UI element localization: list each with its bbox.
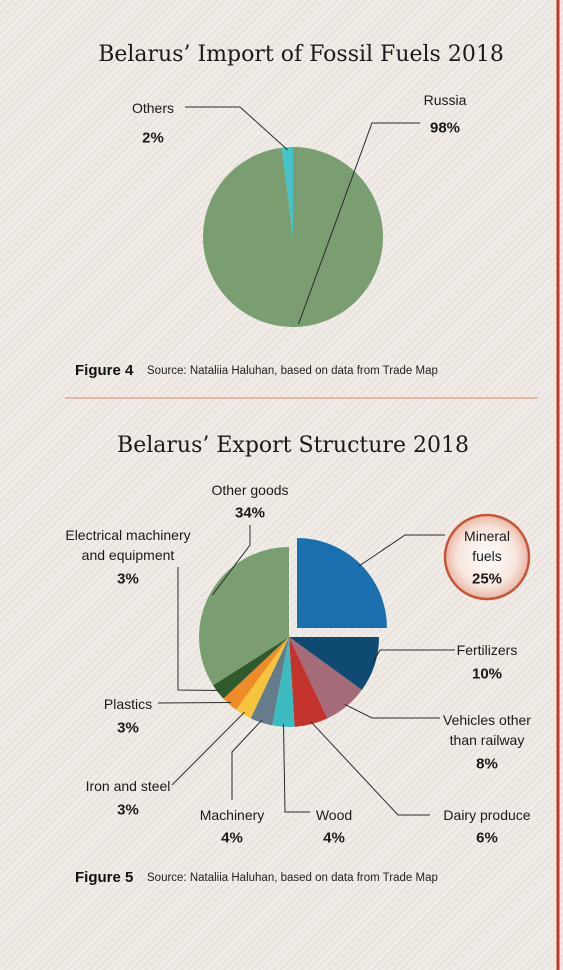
pie-slice [272, 637, 295, 727]
slice-label: Machinery [199, 807, 265, 823]
leader-line [177, 567, 221, 692]
pie-slice [289, 637, 328, 727]
pie-slice [289, 637, 379, 690]
value-label: 2% [142, 129, 164, 147]
value-label: 3% [117, 719, 139, 737]
value-label: 98% [429, 119, 461, 137]
leader-line [310, 721, 430, 816]
figure-label: Figure 5 [75, 869, 133, 886]
chart-title: Belarus’ Export Structure 2018 [117, 433, 469, 458]
leader-line [283, 724, 310, 813]
pie-slice [297, 538, 387, 628]
pie-slice [289, 637, 362, 719]
slice-label: Others [131, 100, 174, 116]
figure-source: Source: Nataliia Haluhan, based on data … [147, 365, 438, 377]
leader-line [212, 525, 251, 596]
leader-line [371, 649, 455, 665]
highlight-circle [443, 513, 531, 601]
pie-slice [223, 637, 289, 710]
slice-label: Other goods [211, 482, 289, 498]
value-label: 6% [476, 829, 498, 847]
pie-slice [250, 637, 289, 726]
leader-line [344, 703, 440, 719]
value-label: 3% [117, 801, 139, 819]
value-label: 34% [234, 504, 266, 522]
leader-line [298, 122, 420, 325]
leader-line [231, 719, 263, 800]
value-label: 3% [117, 570, 139, 588]
leader-line [157, 701, 232, 704]
value-label: 8% [476, 755, 498, 773]
value-label: 4% [323, 829, 345, 847]
figure-label: Figure 4 [75, 362, 134, 379]
leader-line [185, 106, 288, 151]
value-label: 4% [221, 829, 243, 847]
slice-label: Russia [423, 92, 467, 108]
figure-source: Source: Nataliia Haluhan, based on data … [147, 872, 438, 884]
slice-label: Iron and steel [85, 778, 171, 794]
value-label: 25% [471, 570, 503, 588]
leader-line [171, 711, 245, 786]
slice-label: Vehicles other than railway [443, 712, 531, 748]
slice-label: Dairy produce [443, 807, 531, 823]
slice-label: Mineral fuels [464, 528, 510, 564]
chart-title: Belarus’ Import of Fossil Fuels 2018 [98, 42, 504, 67]
pie-slice [236, 637, 289, 719]
pie-slice [198, 547, 289, 686]
pie-slice [281, 147, 293, 237]
value-label: 10% [471, 665, 503, 683]
slice-label: Electrical machinery and equipment [65, 527, 191, 563]
slice-label: Fertilizers [456, 642, 518, 658]
pie-slice [213, 637, 289, 699]
slice-label: Wood [315, 807, 353, 823]
leader-line [358, 534, 445, 567]
slice-label: Plastics [103, 696, 153, 712]
